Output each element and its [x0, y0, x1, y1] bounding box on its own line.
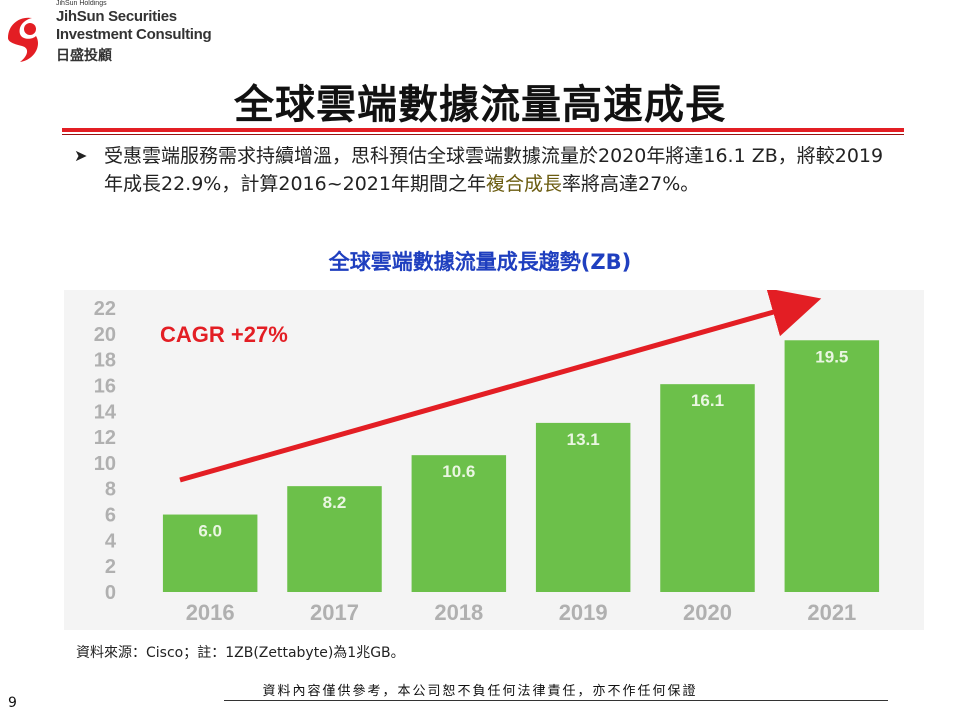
x-tick-label: 2019: [559, 600, 608, 625]
bar-data-label: 16.1: [691, 391, 724, 410]
x-tick-label: 2021: [807, 600, 856, 625]
page-title: 全球雲端數據流量高速成長: [234, 82, 726, 128]
y-tick-label: 0: [105, 582, 116, 604]
bullet-text-highlight: 複合成長: [486, 173, 563, 195]
logo-line-3: 日盛投顧: [56, 48, 112, 64]
y-tick-label: 2: [105, 556, 116, 578]
title-divider-red: [62, 128, 904, 132]
bar-data-label: 13.1: [567, 430, 600, 449]
logo-line-2: Investment Consulting: [56, 26, 212, 43]
y-tick-label: 16: [94, 375, 116, 397]
y-tick-label: 18: [94, 350, 116, 372]
y-tick-label: 10: [94, 453, 116, 475]
bullet-text: 受惠雲端服務需求持續增溫，思科預估全球雲端數據流量於2020年將達16.1 ZB…: [104, 142, 894, 198]
x-tick-label: 2020: [683, 600, 732, 625]
bar-2016: [162, 514, 258, 592]
bullet-text-part-b: 率將高達27%。: [562, 173, 700, 195]
bar-data-label: 8.2: [323, 493, 347, 512]
bar-2020: [660, 384, 755, 592]
x-tick-label: 2018: [434, 600, 483, 625]
bar-chart: 0 2 4 6 8 10 12 14 16 18 20 22 6.0 8.2 10.6 13.1 16.1 19…: [64, 290, 924, 630]
bar-2017: [287, 486, 382, 592]
x-tick-label: 2016: [186, 600, 235, 625]
disclaimer-text: 資料內容僅供參考，本公司恕不負任何法律責任，亦不作任何保證: [262, 684, 698, 699]
y-tick-label: 6: [105, 505, 116, 527]
company-logo: JihSun Holdings JihSun Securities Invest…: [0, 0, 230, 70]
bar-data-label: 10.6: [442, 462, 475, 481]
bar-2019: [535, 422, 631, 592]
bullet-text-part-a: 受惠雲端服務需求持續增溫，思科預估全球雲端數據流量於2020年將達16.1 ZB…: [104, 145, 884, 195]
y-tick-label: 12: [94, 427, 116, 449]
arrowhead-bullet-icon: ➤: [74, 146, 88, 165]
bar-data-label: 6.0: [198, 522, 222, 541]
y-tick-label: 8: [105, 479, 116, 501]
page-number: 9: [8, 695, 17, 711]
logo-line-1: JihSun Securities: [56, 8, 177, 25]
bar-chart-svg: 0 2 4 6 8 10 12 14 16 18 20 22 6.0 8.2 10.6 13.1 16.1 19…: [94, 290, 880, 625]
bar-2021: [784, 340, 880, 592]
x-tick-label: 2017: [310, 600, 359, 625]
y-tick-label: 20: [94, 324, 116, 346]
chart-title: 全球雲端數據流量成長趨勢(ZB): [328, 250, 632, 274]
bar-data-label: 19.5: [815, 347, 848, 366]
source-note: 資料來源：Cisco；註：1ZB(Zettabyte)為1兆GB。: [76, 645, 405, 661]
title-divider-dark: [62, 134, 904, 135]
jihsun-logo-mark-icon: [8, 17, 39, 62]
y-tick-label: 22: [94, 298, 116, 320]
cagr-trend-arrow: [179, 290, 822, 483]
cagr-annotation: CAGR +27%: [160, 322, 288, 347]
logo-holdings-text: JihSun Holdings: [56, 0, 107, 7]
y-tick-label: 4: [105, 530, 117, 552]
y-tick-label: 14: [94, 401, 117, 423]
bar-2018: [411, 455, 507, 592]
footer-divider: [224, 700, 888, 701]
